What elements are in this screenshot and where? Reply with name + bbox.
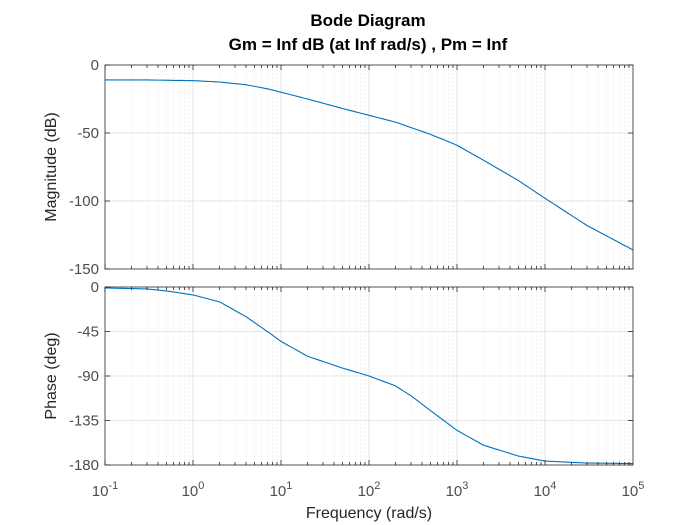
magnitude-series-line [105, 79, 634, 251]
phase-ticks: 0 -45 -90 -135 -180 [69, 279, 633, 474]
x-tick-label: 100 [182, 480, 205, 500]
phase-series-line [104, 287, 634, 465]
x-tick-label: 105 [622, 480, 645, 500]
magnitude-ticks: 0 -50 -100 -150 [69, 57, 633, 278]
y-tick-label: -45 [77, 324, 99, 341]
x-tick-label: 103 [446, 480, 469, 500]
y-tick-label: -180 [69, 457, 99, 474]
frequency-axis-label: Frequency (rad/s) [306, 505, 432, 522]
x-tick-label: 104 [534, 480, 557, 500]
x-tick-label: 102 [358, 480, 381, 500]
phase-axis-label: Phase (deg) [43, 332, 60, 419]
magnitude-axis-label: Magnitude (dB) [43, 112, 60, 221]
y-tick-label: 0 [91, 57, 99, 74]
frequency-tick-labels: 10-1 100 101 102 103 104 105 [92, 480, 645, 500]
y-tick-label: -150 [69, 261, 99, 278]
x-tick-label: 10-1 [92, 480, 118, 500]
magnitude-grid [105, 65, 633, 269]
magnitude-panel: 0 -50 -100 -150 Magnitude (dB) [43, 57, 634, 278]
y-tick-label: 0 [91, 279, 99, 296]
chart-title: Bode Diagram [310, 11, 425, 30]
y-tick-label: -100 [69, 193, 99, 210]
y-tick-label: -90 [77, 368, 99, 385]
y-tick-label: -135 [69, 413, 99, 430]
y-tick-label: -50 [77, 125, 99, 142]
phase-grid [105, 287, 633, 465]
chart-subtitle: Gm = Inf dB (at Inf rad/s) , Pm = Inf [229, 35, 508, 54]
x-tick-label: 101 [270, 480, 293, 500]
phase-panel: 0 -45 -90 -135 -180 Phase (deg) [43, 279, 634, 474]
